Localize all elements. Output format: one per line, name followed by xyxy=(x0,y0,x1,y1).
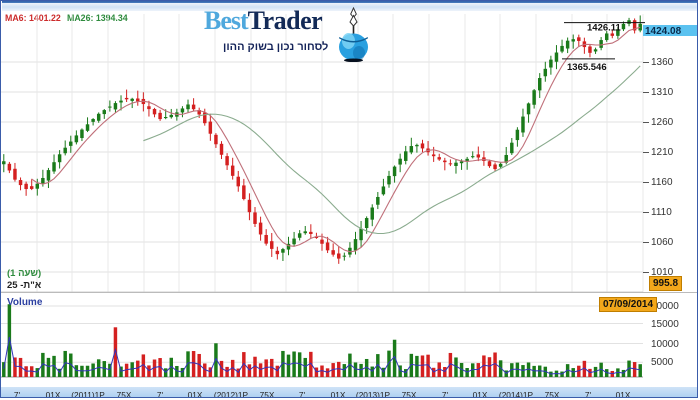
svg-text:1426.11: 1426.11 xyxy=(587,23,622,34)
svg-text:1365.546: 1365.546 xyxy=(567,62,607,73)
